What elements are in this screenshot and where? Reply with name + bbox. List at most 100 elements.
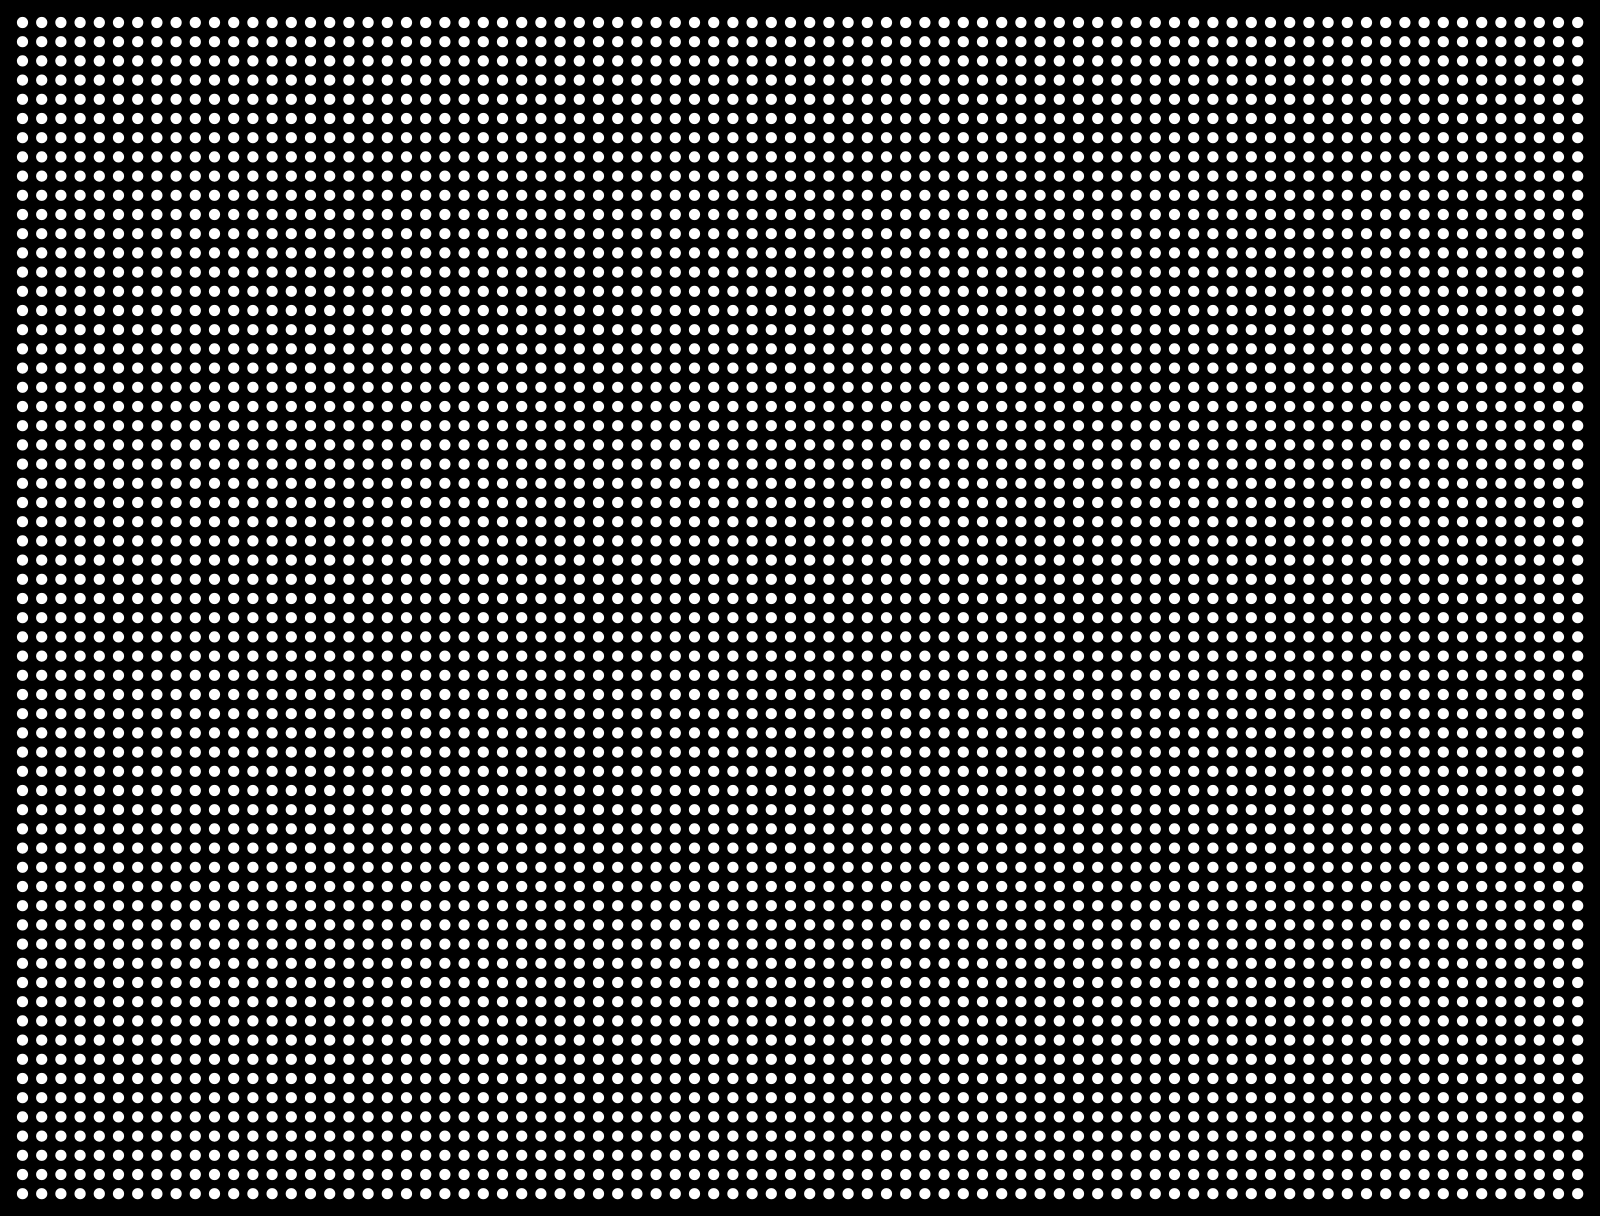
- dot: [1360, 842, 1373, 854]
- dot: [1380, 324, 1392, 336]
- dot: [804, 688, 816, 701]
- dot: [247, 996, 259, 1008]
- dot: [554, 285, 566, 297]
- dot: [592, 1092, 605, 1104]
- dot: [957, 612, 969, 624]
- dot: [842, 880, 854, 893]
- dot: [880, 266, 893, 278]
- dot: [957, 823, 969, 835]
- dot: [1188, 554, 1200, 566]
- dot: [669, 266, 681, 278]
- dot: [1168, 36, 1181, 48]
- dot: [228, 266, 240, 278]
- dot: [1130, 93, 1142, 105]
- dot: [266, 861, 278, 873]
- dot: [592, 1168, 605, 1181]
- dot: [112, 343, 125, 355]
- dot: [1072, 650, 1085, 662]
- dot: [1514, 208, 1526, 221]
- dot: [650, 16, 662, 29]
- dot: [151, 151, 163, 163]
- dot: [919, 228, 931, 240]
- dot: [1533, 496, 1545, 509]
- dot: [765, 861, 777, 873]
- dot: [170, 362, 182, 374]
- dot: [612, 112, 624, 125]
- dot: [477, 727, 489, 739]
- dot: [1207, 631, 1219, 643]
- dot: [324, 669, 336, 681]
- dot: [1476, 132, 1488, 144]
- dot: [1437, 1168, 1449, 1181]
- dot: [708, 1034, 720, 1046]
- dot: [112, 112, 125, 125]
- dot: [400, 957, 413, 969]
- dot: [400, 727, 413, 739]
- dot: [1456, 477, 1469, 489]
- dot: [727, 765, 739, 777]
- dot: [170, 765, 182, 777]
- dot: [132, 266, 144, 278]
- dot: [1111, 1130, 1123, 1142]
- dot: [112, 842, 125, 854]
- dot: [439, 900, 451, 912]
- dot: [74, 880, 86, 893]
- dot: [1456, 996, 1469, 1008]
- dot: [1456, 842, 1469, 854]
- dot: [36, 535, 48, 547]
- dot: [938, 861, 950, 873]
- dot: [93, 304, 105, 317]
- dot: [592, 516, 605, 528]
- dot: [477, 996, 489, 1008]
- dot: [16, 55, 29, 67]
- dot: [631, 1111, 643, 1123]
- dot: [919, 266, 931, 278]
- dot: [1226, 554, 1238, 566]
- dot: [804, 458, 816, 470]
- dot: [1322, 708, 1334, 720]
- dot: [285, 957, 297, 969]
- dot: [842, 420, 854, 432]
- dot: [400, 208, 413, 221]
- dot: [1495, 36, 1507, 48]
- dot: [1476, 842, 1488, 854]
- dot: [1476, 765, 1488, 777]
- dot: [976, 765, 989, 777]
- dot: [458, 36, 470, 48]
- dot: [1399, 957, 1411, 969]
- dot: [362, 74, 374, 86]
- dot: [36, 765, 48, 777]
- dot: [631, 74, 643, 86]
- dot: [1226, 1053, 1238, 1065]
- dot: [1514, 727, 1526, 739]
- dot: [1130, 823, 1142, 835]
- dot: [55, 976, 67, 989]
- dot: [592, 362, 605, 374]
- dot: [554, 228, 566, 240]
- dot: [592, 784, 605, 797]
- dot: [1226, 1034, 1238, 1046]
- dot: [592, 804, 605, 816]
- dot: [1418, 458, 1430, 470]
- dot: [16, 1015, 29, 1027]
- dot: [1514, 55, 1526, 67]
- dot: [784, 151, 797, 163]
- dot: [247, 823, 259, 835]
- dot: [477, 189, 489, 201]
- dot: [1533, 708, 1545, 720]
- dot: [612, 861, 624, 873]
- dot: [1495, 708, 1507, 720]
- dot: [1456, 823, 1469, 835]
- dot: [669, 189, 681, 201]
- dot: [93, 170, 105, 182]
- dot: [804, 477, 816, 489]
- dot: [1188, 516, 1200, 528]
- dot: [919, 74, 931, 86]
- dot: [400, 74, 413, 86]
- dot: [861, 400, 873, 413]
- dot: [1188, 650, 1200, 662]
- dot: [151, 1130, 163, 1142]
- dot: [1341, 1130, 1353, 1142]
- dot: [304, 208, 317, 221]
- dot: [1514, 957, 1526, 969]
